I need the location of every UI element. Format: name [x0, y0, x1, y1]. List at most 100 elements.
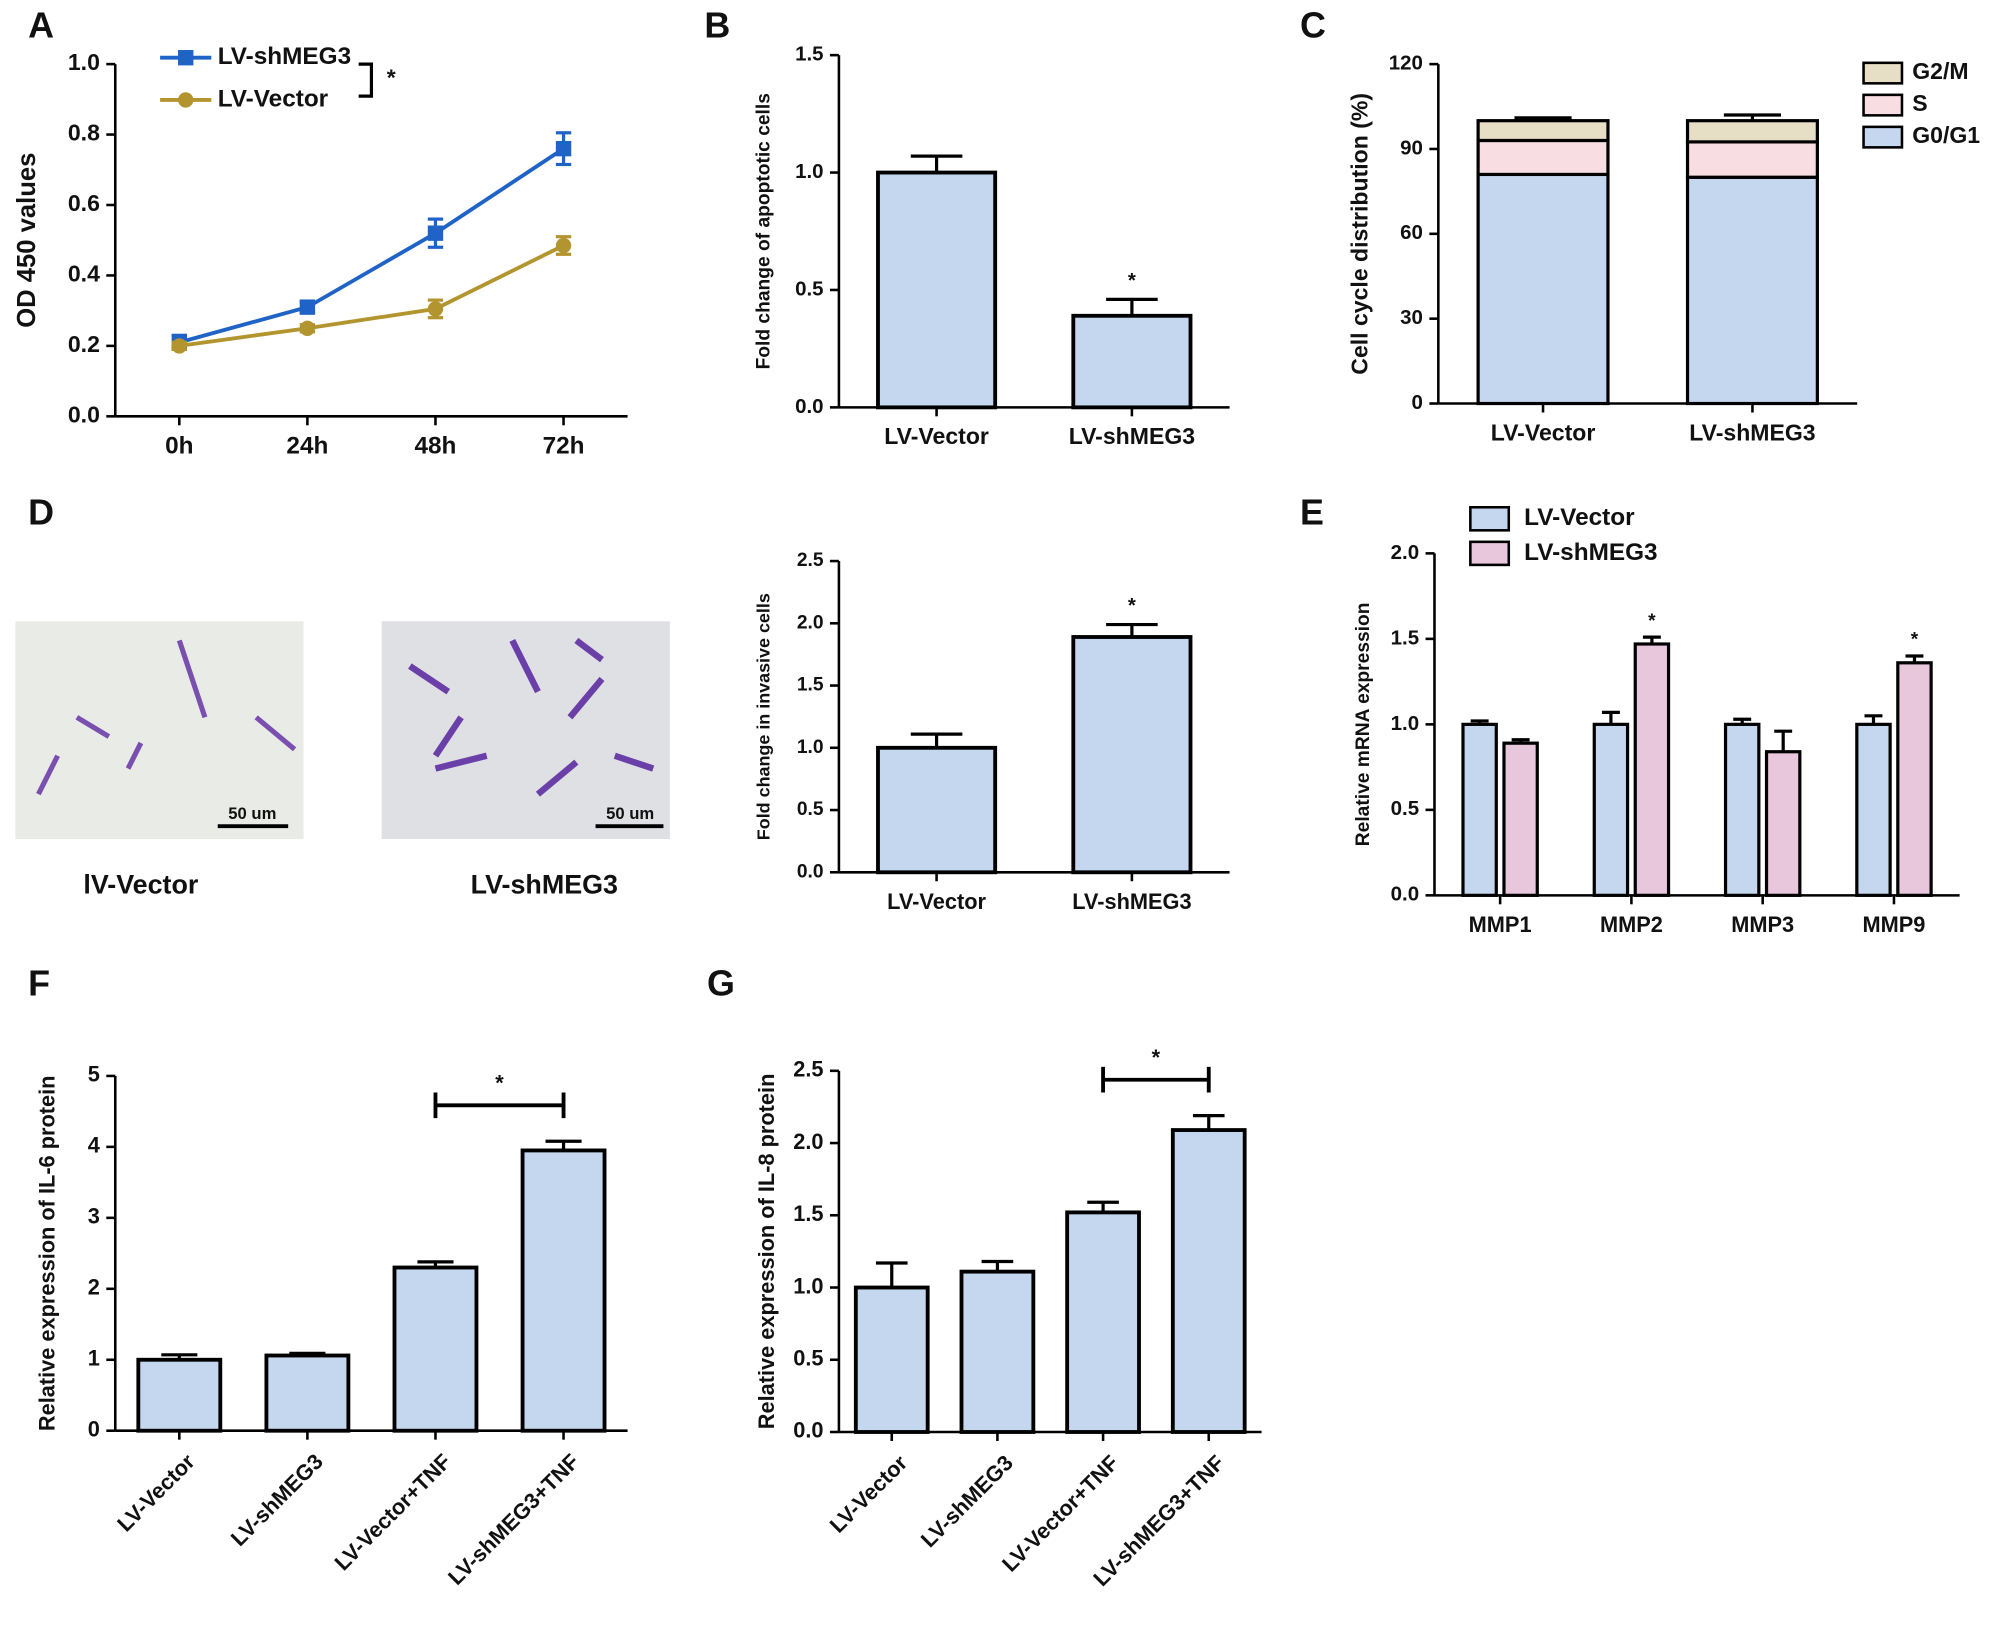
y-tick-label: 1.5: [795, 43, 823, 66]
bar-segment: [1685, 140, 1819, 179]
legend-swatch: [1862, 61, 1904, 85]
x-tick-label: MMP9: [1863, 912, 1926, 937]
y-tick-label: 0.5: [795, 277, 823, 300]
x-tick-label: MMP1: [1469, 912, 1532, 937]
bar: [959, 1269, 1036, 1434]
y-tick-label: 1.0: [797, 737, 824, 758]
bar: [1170, 1128, 1247, 1434]
x-tick-label: LV-Vector: [1491, 419, 1596, 445]
y-axis-label: Fold change of apoptotic cells: [754, 93, 775, 369]
x-tick-label: MMP3: [1731, 912, 1794, 937]
y-tick-label: 0.0: [1391, 883, 1419, 906]
legend-label: G2/M: [1912, 58, 1968, 84]
significance-label: *: [1128, 269, 1136, 292]
y-tick-label: 1.0: [793, 1273, 823, 1298]
y-tick-label: 60: [1400, 221, 1423, 244]
y-tick-label: 90: [1400, 136, 1423, 159]
legend-swatch: [1862, 125, 1904, 149]
y-tick-label: 1.0: [795, 160, 823, 183]
y-tick-label: 0.8: [68, 120, 100, 146]
y-tick-label: 1: [88, 1346, 100, 1371]
legend-marker: [178, 92, 194, 108]
panel-label: F: [28, 964, 50, 1004]
y-tick-label: 0.0: [795, 395, 823, 418]
x-tick-label: 48h: [415, 432, 457, 459]
y-tick-label: 0.2: [68, 331, 100, 357]
x-tick-label: LV-shMEG3: [916, 1450, 1018, 1552]
significance-label: *: [495, 1071, 504, 1096]
panel-label: D: [28, 492, 54, 532]
significance-bracket: [358, 62, 374, 98]
x-tick-label: 24h: [286, 432, 328, 459]
y-tick-label: 0.5: [797, 799, 824, 820]
legend-label: LV-Vector: [1524, 504, 1635, 531]
y-axis-label: Relative mRNA expression: [1353, 603, 1374, 847]
marker: [427, 301, 444, 317]
y-axis-label: OD 450 values: [13, 153, 41, 328]
y-tick-label: 5: [88, 1062, 100, 1087]
bar-segment: [1476, 119, 1610, 143]
bar-segment: [1476, 172, 1610, 406]
marker: [171, 338, 187, 354]
legend-label: S: [1912, 90, 1927, 116]
scale-bar-label: 50 um: [606, 804, 654, 823]
scale-bar-label: 50 um: [228, 804, 276, 823]
significance-label: *: [387, 65, 396, 91]
y-tick-label: 2.0: [793, 1129, 823, 1154]
panel-label: G: [707, 964, 735, 1004]
bar-segment: [1685, 175, 1819, 406]
x-tick-label: LV-Vector: [884, 423, 989, 449]
significance-label: *: [1911, 630, 1919, 651]
image-caption: LV-shMEG3: [471, 869, 618, 899]
bar: [520, 1148, 607, 1433]
y-tick-label: 1.0: [68, 49, 100, 75]
y-tick-label: 2: [88, 1275, 100, 1300]
marker: [555, 237, 572, 254]
bar-segment: [1476, 138, 1610, 177]
y-tick-label: 2.5: [793, 1057, 823, 1082]
y-tick-label: 0.6: [68, 190, 100, 216]
y-tick-label: 0.0: [793, 1418, 823, 1443]
bar: [1071, 313, 1193, 410]
bar: [1633, 642, 1671, 897]
image-caption: lV-Vector: [83, 869, 199, 899]
line: [178, 147, 565, 345]
bar: [1502, 741, 1539, 897]
bar-segment: [1685, 119, 1819, 144]
micrograph: [15, 621, 304, 839]
panel-label: B: [704, 6, 730, 46]
y-axis-label: Fold change in invasive cells: [753, 593, 773, 840]
bar: [853, 1285, 930, 1434]
x-tick-label: LV-shMEG3: [1069, 423, 1195, 449]
micrograph: [381, 621, 670, 839]
y-tick-label: 1.5: [1391, 626, 1419, 649]
line: [179, 243, 565, 348]
comparison-bracket: [1101, 1066, 1211, 1093]
legend-marker: [178, 50, 194, 66]
bar: [136, 1357, 223, 1433]
x-tick-label: 72h: [543, 432, 585, 459]
y-tick-label: 0.0: [797, 861, 824, 882]
panel-label: C: [1300, 6, 1326, 46]
legend-label: LV-shMEG3: [218, 43, 351, 70]
bar: [392, 1265, 479, 1433]
y-tick-label: 2.5: [797, 550, 824, 571]
legend-swatch: [1862, 93, 1904, 117]
bar: [1461, 722, 1498, 897]
comparison-bracket: [433, 1092, 566, 1119]
bar: [1071, 635, 1193, 875]
y-axis-label: Relative expression of IL-6 protein: [34, 1076, 59, 1432]
marker: [299, 299, 316, 315]
significance-label: *: [1152, 1045, 1161, 1070]
y-axis-label: Cell cycle distribution (%): [1347, 93, 1373, 375]
y-tick-label: 0.0: [68, 401, 100, 427]
y-tick-label: 0: [88, 1416, 100, 1441]
x-tick-label: LV-shMEG3: [1072, 889, 1191, 914]
marker: [427, 225, 444, 241]
marker: [299, 320, 316, 336]
bar: [1896, 661, 1933, 897]
panel-label: E: [1300, 492, 1324, 532]
y-tick-label: 0.5: [1391, 797, 1419, 820]
x-tick-label: LV-shMEG3: [226, 1449, 328, 1551]
